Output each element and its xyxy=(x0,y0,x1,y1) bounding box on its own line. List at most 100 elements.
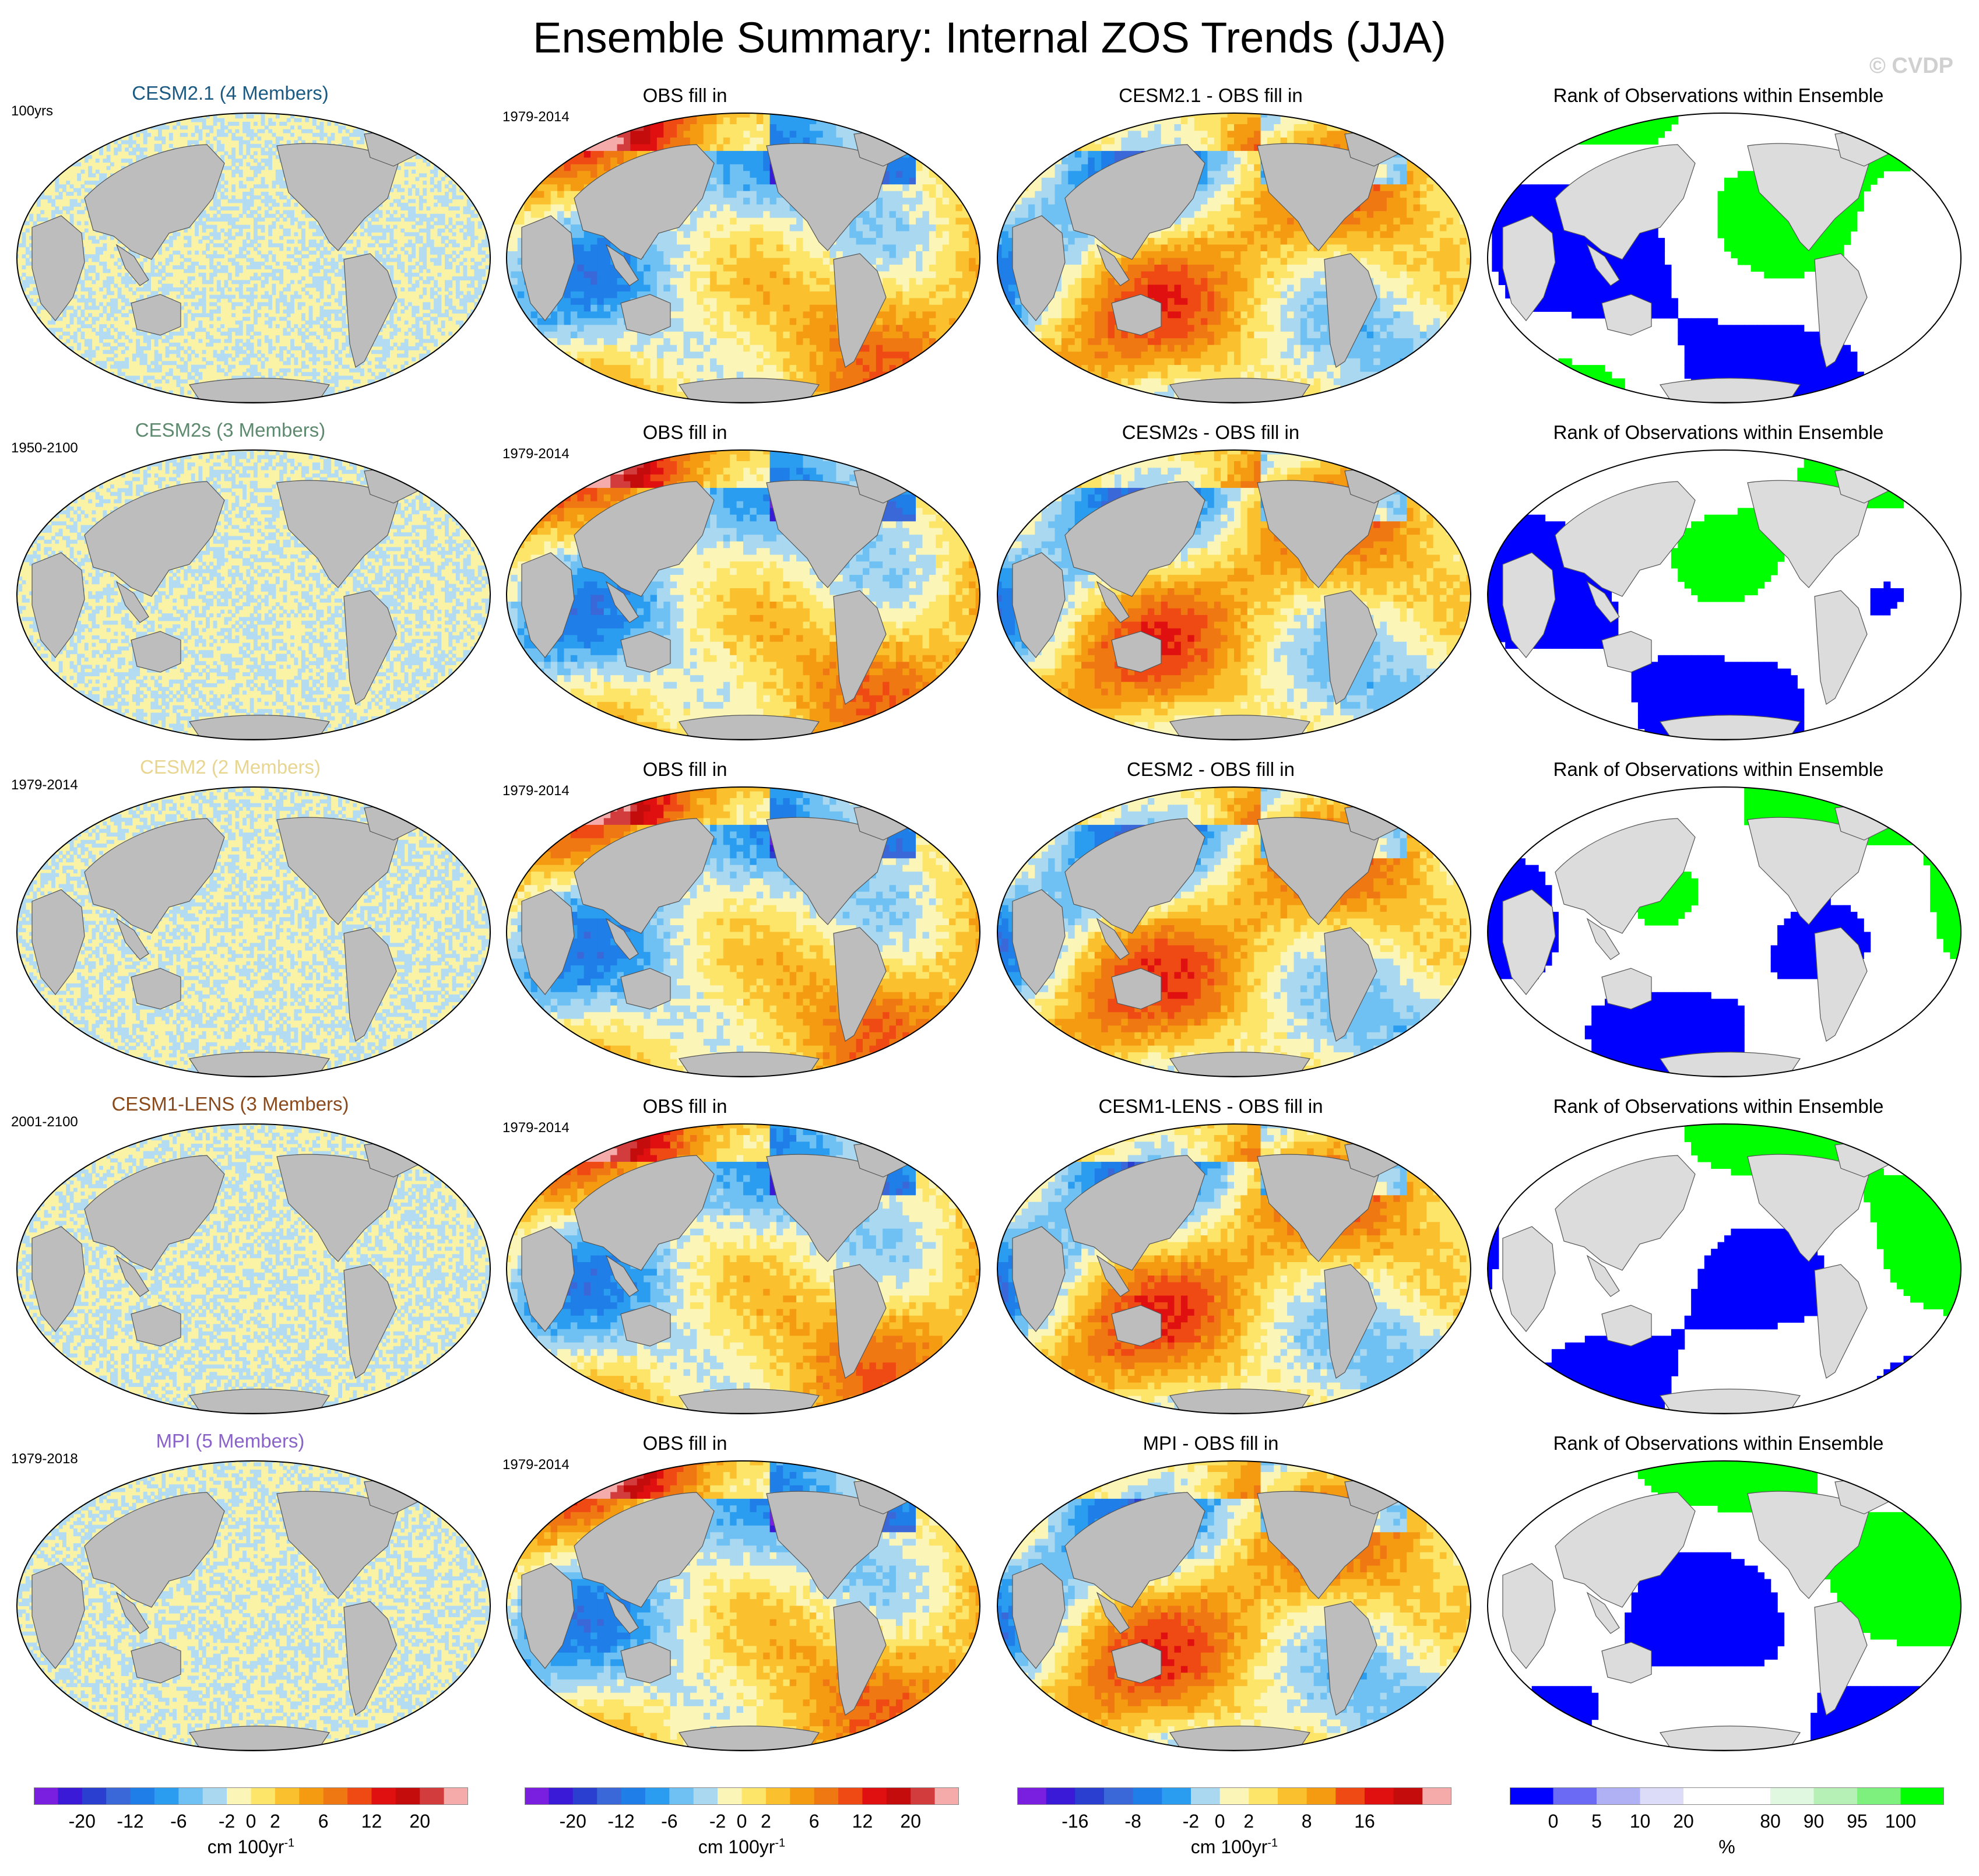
colorbar-tick-label: 90 xyxy=(1804,1811,1825,1832)
model-map-row-3 xyxy=(15,785,493,1079)
obs-map-row-5 xyxy=(504,1459,982,1753)
colorbar-swatch xyxy=(299,1787,324,1805)
colorbar-tick-label: 2 xyxy=(270,1811,280,1832)
colorbar-swatch xyxy=(1075,1787,1104,1805)
colorbar-tick-label: 80 xyxy=(1760,1811,1781,1832)
colorbar-swatch xyxy=(1553,1787,1597,1805)
model-map-row-2 xyxy=(15,448,493,742)
colorbar-tick-label: 12 xyxy=(361,1811,382,1832)
colorbar-swatch xyxy=(1683,1787,1727,1805)
diff-map-row-5 xyxy=(995,1459,1473,1753)
colorbar-4 xyxy=(1510,1787,1944,1805)
obs-title: OBS fill in xyxy=(643,758,727,781)
colorbar-swatch xyxy=(1017,1787,1046,1805)
colorbar-swatch xyxy=(131,1787,155,1805)
colorbar-swatch xyxy=(1814,1787,1858,1805)
colorbar-tick-label: 10 xyxy=(1630,1811,1651,1832)
model-title: CESM2 (2 Members) xyxy=(140,756,321,778)
colorbar-swatch xyxy=(694,1787,718,1805)
colorbar-tick-label: -2 xyxy=(219,1811,235,1832)
colorbar-swatch xyxy=(742,1787,767,1805)
colorbar-swatch xyxy=(371,1787,396,1805)
colorbar-tick-label: -2 xyxy=(709,1811,726,1832)
colorbar-tick-label: 0 xyxy=(246,1811,256,1832)
colorbar-swatch xyxy=(347,1787,372,1805)
colorbar-swatch xyxy=(1162,1787,1191,1805)
colorbar-swatch xyxy=(58,1787,82,1805)
colorbar-swatch xyxy=(34,1787,58,1805)
colorbar-tick-label: 20 xyxy=(1673,1811,1694,1832)
colorbar-swatch xyxy=(935,1787,959,1805)
colorbar-tick-label: 95 xyxy=(1847,1811,1868,1832)
rank-title: Rank of Observations within Ensemble xyxy=(1553,1095,1884,1118)
obs-title: OBS fill in xyxy=(643,1095,727,1118)
colorbar-tick-label: -16 xyxy=(1061,1811,1088,1832)
colorbar-swatch xyxy=(862,1787,887,1805)
colorbar-tick-label: -12 xyxy=(117,1811,143,1832)
obs-map-row-2 xyxy=(504,448,982,742)
colorbar-swatch xyxy=(1278,1787,1307,1805)
diff-title: CESM1-LENS - OBS fill in xyxy=(1098,1095,1323,1118)
colorbar-swatch xyxy=(525,1787,549,1805)
colorbar-swatch xyxy=(1104,1787,1133,1805)
colorbar-swatch xyxy=(1597,1787,1640,1805)
colorbar-swatch xyxy=(251,1787,276,1805)
colorbar-tick-label: -20 xyxy=(69,1811,96,1832)
colorbar-swatch xyxy=(324,1787,348,1805)
colorbar-swatch xyxy=(621,1787,646,1805)
diff-title: CESM2.1 - OBS fill in xyxy=(1119,85,1302,107)
colorbar-tick-label: -8 xyxy=(1124,1811,1141,1832)
colorbar-swatch xyxy=(420,1787,444,1805)
obs-title: OBS fill in xyxy=(643,421,727,444)
colorbar-1 xyxy=(34,1787,468,1805)
colorbar-swatch xyxy=(669,1787,694,1805)
rank-map-row-5 xyxy=(1485,1459,1963,1753)
colorbar-swatch xyxy=(1727,1787,1771,1805)
rank-map-row-1 xyxy=(1485,111,1963,405)
colorbar-swatch xyxy=(227,1787,251,1805)
colorbar-tick-label: 0 xyxy=(1215,1811,1225,1832)
colorbar-unit-exponent: -1 xyxy=(1267,1836,1278,1849)
main-title: Ensemble Summary: Internal ZOS Trends (J… xyxy=(0,13,1979,62)
colorbar-swatch xyxy=(1191,1787,1220,1805)
colorbar-swatch xyxy=(573,1787,597,1805)
colorbar-tick-label: -2 xyxy=(1183,1811,1199,1832)
diff-map-row-4 xyxy=(995,1122,1473,1416)
colorbar-swatch xyxy=(1394,1787,1423,1805)
diff-map-row-2 xyxy=(995,448,1473,742)
colorbar-swatch xyxy=(1640,1787,1684,1805)
rank-title: Rank of Observations within Ensemble xyxy=(1553,421,1884,444)
diff-map-row-1 xyxy=(995,111,1473,405)
model-map-row-5 xyxy=(15,1459,493,1753)
colorbar-swatch xyxy=(887,1787,911,1805)
model-map-row-4 xyxy=(15,1122,493,1416)
colorbar-swatch xyxy=(1770,1787,1814,1805)
colorbar-swatch xyxy=(1365,1787,1394,1805)
colorbar-tick-label: -12 xyxy=(607,1811,634,1832)
colorbar-tick-label: -20 xyxy=(560,1811,586,1832)
diff-map-row-3 xyxy=(995,785,1473,1079)
colorbar-swatch xyxy=(766,1787,790,1805)
colorbar-tick-label: 0 xyxy=(737,1811,747,1832)
model-title: CESM1-LENS (3 Members) xyxy=(111,1093,349,1115)
colorbar-tick-label: -6 xyxy=(661,1811,677,1832)
colorbar-swatch xyxy=(1857,1787,1901,1805)
colorbar-swatch xyxy=(814,1787,839,1805)
colorbar-swatch xyxy=(82,1787,107,1805)
obs-map-row-3 xyxy=(504,785,982,1079)
model-title: CESM2s (3 Members) xyxy=(135,419,325,441)
colorbar-swatch xyxy=(178,1787,203,1805)
colorbar-unit: cm 100yr-1 xyxy=(698,1836,785,1858)
model-title: MPI (5 Members) xyxy=(156,1430,305,1452)
colorbar-tick-label: 6 xyxy=(809,1811,820,1832)
colorbar-swatch xyxy=(645,1787,670,1805)
colorbar-swatch xyxy=(1046,1787,1075,1805)
colorbar-swatch xyxy=(275,1787,300,1805)
colorbar-unit-exponent: -1 xyxy=(284,1836,294,1849)
colorbar-tick-label: 20 xyxy=(409,1811,430,1832)
colorbar-unit-exponent: -1 xyxy=(775,1836,785,1849)
model-map-row-1 xyxy=(15,111,493,405)
colorbar-2 xyxy=(525,1787,959,1805)
obs-map-row-4 xyxy=(504,1122,982,1416)
colorbar-tick-label: 20 xyxy=(900,1811,921,1832)
